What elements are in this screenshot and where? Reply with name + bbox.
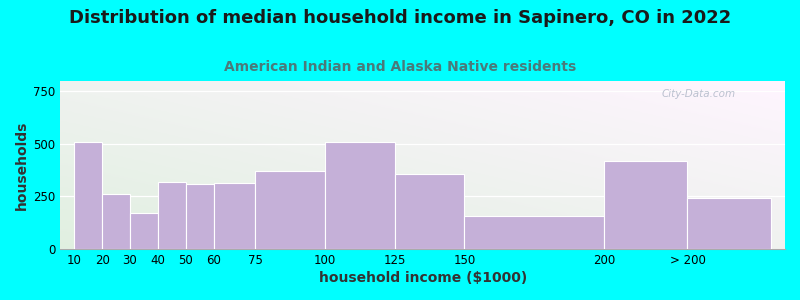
Bar xyxy=(687,197,771,249)
Bar xyxy=(325,142,394,249)
Bar xyxy=(394,174,465,249)
Text: American Indian and Alaska Native residents: American Indian and Alaska Native reside… xyxy=(224,60,576,74)
Y-axis label: households: households xyxy=(15,120,29,210)
Bar xyxy=(74,142,102,249)
Bar xyxy=(102,194,130,249)
Bar xyxy=(214,183,255,249)
Bar xyxy=(604,161,687,249)
Bar xyxy=(130,213,158,249)
Bar xyxy=(255,171,325,249)
X-axis label: household income ($1000): household income ($1000) xyxy=(318,271,526,285)
Text: Distribution of median household income in Sapinero, CO in 2022: Distribution of median household income … xyxy=(69,9,731,27)
Bar xyxy=(465,216,604,249)
Bar xyxy=(158,182,186,249)
Bar xyxy=(186,184,214,249)
Text: City-Data.com: City-Data.com xyxy=(662,89,736,99)
